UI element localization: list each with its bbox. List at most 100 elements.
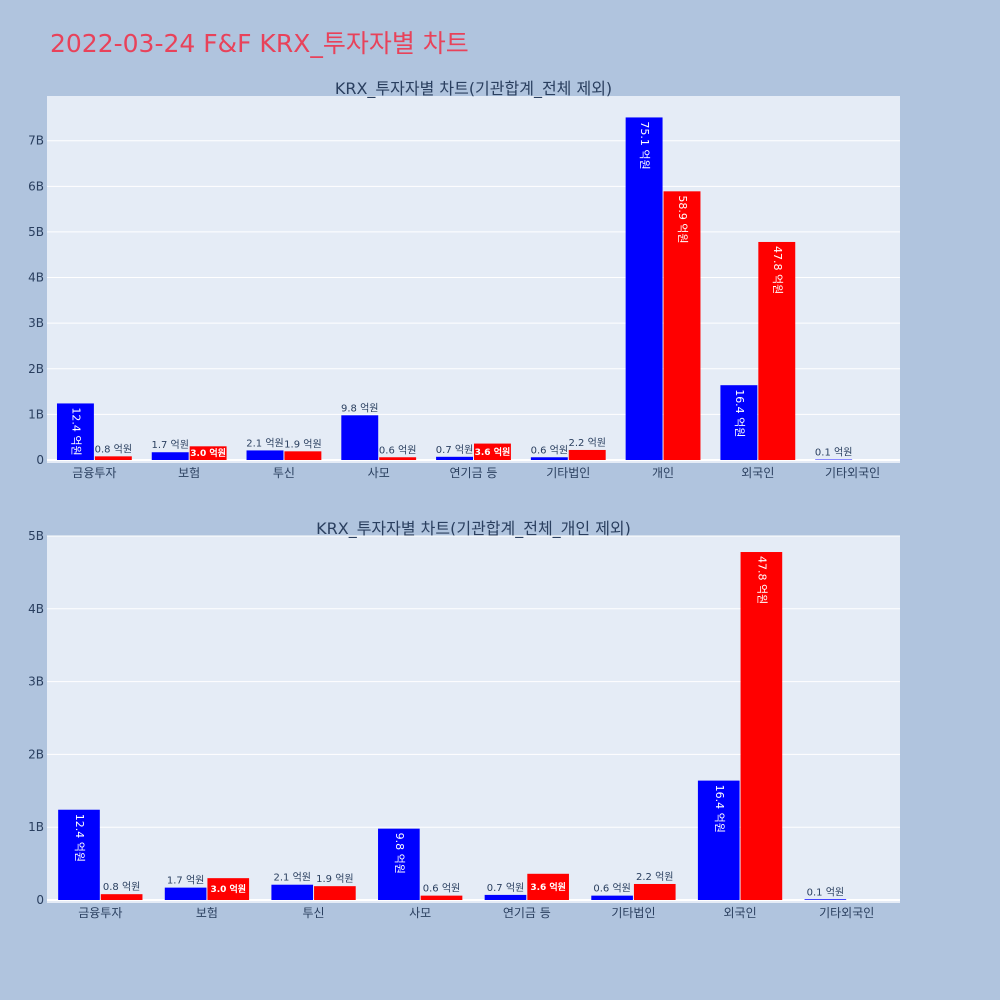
x-tick-label: 연기금 등 [450, 466, 498, 480]
x-tick-label: 금융투자 [78, 906, 122, 920]
buy-bar-외국인 [697, 780, 740, 900]
data-label: 0.1 억원 [807, 886, 844, 898]
sell-bar-사모 [379, 457, 417, 460]
data-label: 16.4 억원 [713, 785, 726, 833]
data-label: 0.6 억원 [423, 883, 460, 895]
buy-bar-연기금 등 [484, 894, 527, 900]
buy-bar-사모 [378, 828, 420, 900]
data-label: 2.1 억원 [246, 437, 283, 449]
y-tick-label: 5B [28, 225, 44, 239]
sell-bar-개인 [663, 191, 701, 460]
buy-bar-보험 [164, 887, 207, 900]
x-tick-label: 사모 [409, 906, 431, 920]
data-label: 2.2 억원 [568, 437, 605, 449]
x-tick-label: 외국인 [724, 906, 757, 920]
sell-bar-사모 [420, 895, 463, 900]
data-label: 3.0 억원 [190, 447, 226, 459]
data-label: 75.1 억원 [638, 121, 651, 169]
bar-chart-bottom: KRX_투자자별 차트(기관합계_전체_개인 제외) 0 1B 2B 3B 4B 5B 금융투… [28, 519, 900, 920]
buy-bar-기타외국인 [804, 899, 847, 900]
sell-bar-기타법인 [633, 883, 676, 900]
buy-bar-기타법인 [591, 895, 633, 900]
bar-chart-top: KRX_투자자별 차트(기관합계_전체 제외) 0 1B 2B 3B 4B 5B 6B 7B 금융… [28, 79, 900, 480]
buy-bar-투신 [246, 450, 284, 460]
x-tick-label: 사모 [368, 466, 390, 480]
buy-bar-금융투자 [56, 403, 94, 460]
data-label: 1.9 억원 [316, 873, 353, 885]
data-label: 0.1 억원 [815, 447, 852, 459]
data-label: 0.8 억원 [95, 443, 132, 455]
data-label: 0.7 억원 [487, 882, 524, 894]
data-label: 12.4 억원 [69, 407, 82, 455]
page-title: 2022-03-24 F&F KRX_투자자별 차트 [50, 29, 469, 58]
buy-bar-사모 [341, 415, 379, 460]
data-label: 16.4 억원 [733, 389, 746, 437]
buy-bar-기타법인 [530, 457, 568, 460]
data-label: 3.6 억원 [475, 446, 511, 458]
data-label: 1.7 억원 [167, 875, 204, 887]
buy-bar-금융투자 [58, 809, 100, 900]
x-tick-label: 금융투자 [72, 466, 116, 480]
y-tick-label: 0 [36, 453, 44, 467]
sell-bar-외국인 [740, 552, 783, 900]
data-label: 12.4 억원 [73, 814, 86, 862]
data-label: 2.2 억원 [636, 871, 673, 883]
sell-bar-연기금 등 [527, 873, 569, 900]
data-label: 9.8 억원 [393, 833, 406, 874]
x-tick-label: 보험 [196, 906, 218, 920]
y-tick-label: 4B [28, 271, 44, 285]
x-tick-label: 보험 [178, 466, 200, 480]
data-label: 0.6 억원 [531, 444, 568, 456]
x-tick-label: 기타법인 [611, 906, 655, 920]
y-tick-label: 6B [28, 179, 44, 193]
buy-bar-외국인 [720, 385, 758, 460]
data-label: 3.0 억원 [210, 883, 246, 895]
sell-bar-금융투자 [94, 456, 132, 460]
sell-bar-기타법인 [568, 449, 606, 460]
sell-bar-금융투자 [100, 894, 143, 900]
data-label: 3.6 억원 [530, 881, 566, 893]
buy-bar-보험 [151, 452, 189, 460]
y-tick-label: 1B [28, 407, 44, 421]
data-label: 0.8 억원 [103, 881, 140, 893]
x-tick-label: 투신 [273, 466, 295, 480]
y-tick-label: 2B [28, 362, 44, 376]
sell-bar-보험 [189, 446, 227, 460]
x-tick-label: 기타외국인 [819, 906, 874, 920]
data-label: 0.6 억원 [379, 444, 416, 456]
plot-area [47, 96, 900, 463]
y-tick-label: 5B [28, 529, 44, 543]
y-tick-label: 7B [28, 134, 44, 148]
x-tick-label: 투신 [303, 906, 325, 920]
x-tick-label: 기타외국인 [825, 466, 880, 480]
data-label: 58.9 억원 [676, 195, 689, 243]
data-label: 1.7 억원 [151, 439, 188, 451]
y-tick-label: 1B [28, 820, 44, 834]
y-tick-label: 2B [28, 747, 44, 761]
data-label: 47.8 억원 [771, 246, 784, 294]
data-label: 0.7 억원 [436, 444, 473, 456]
data-label: 1.9 억원 [284, 438, 321, 450]
buy-bar-개인 [625, 117, 663, 460]
y-tick-label: 0 [36, 893, 44, 907]
y-tick-label: 3B [28, 675, 44, 689]
sell-bar-보험 [207, 878, 250, 900]
y-tick-label: 4B [28, 602, 44, 616]
sell-bar-투신 [314, 886, 356, 900]
x-tick-label: 개인 [652, 466, 674, 480]
data-label: 0.6 억원 [593, 883, 630, 895]
sell-bar-투신 [284, 451, 322, 460]
data-label: 47.8 억원 [755, 556, 768, 604]
chart-title: KRX_투자자별 차트(기관합계_전체_개인 제외) [316, 519, 631, 539]
data-label: 2.1 억원 [273, 872, 310, 884]
data-label: 9.8 억원 [341, 402, 378, 414]
sell-bar-외국인 [758, 241, 796, 460]
buy-bar-투신 [271, 884, 314, 900]
buy-bar-연기금 등 [436, 456, 473, 460]
y-tick-label: 3B [28, 316, 44, 330]
chart-title: KRX_투자자별 차트(기관합계_전체 제외) [335, 79, 612, 99]
x-tick-label: 기타법인 [546, 466, 590, 480]
x-tick-label: 외국인 [741, 466, 774, 480]
x-tick-label: 연기금 등 [503, 906, 551, 920]
sell-bar-연기금 등 [474, 443, 511, 460]
